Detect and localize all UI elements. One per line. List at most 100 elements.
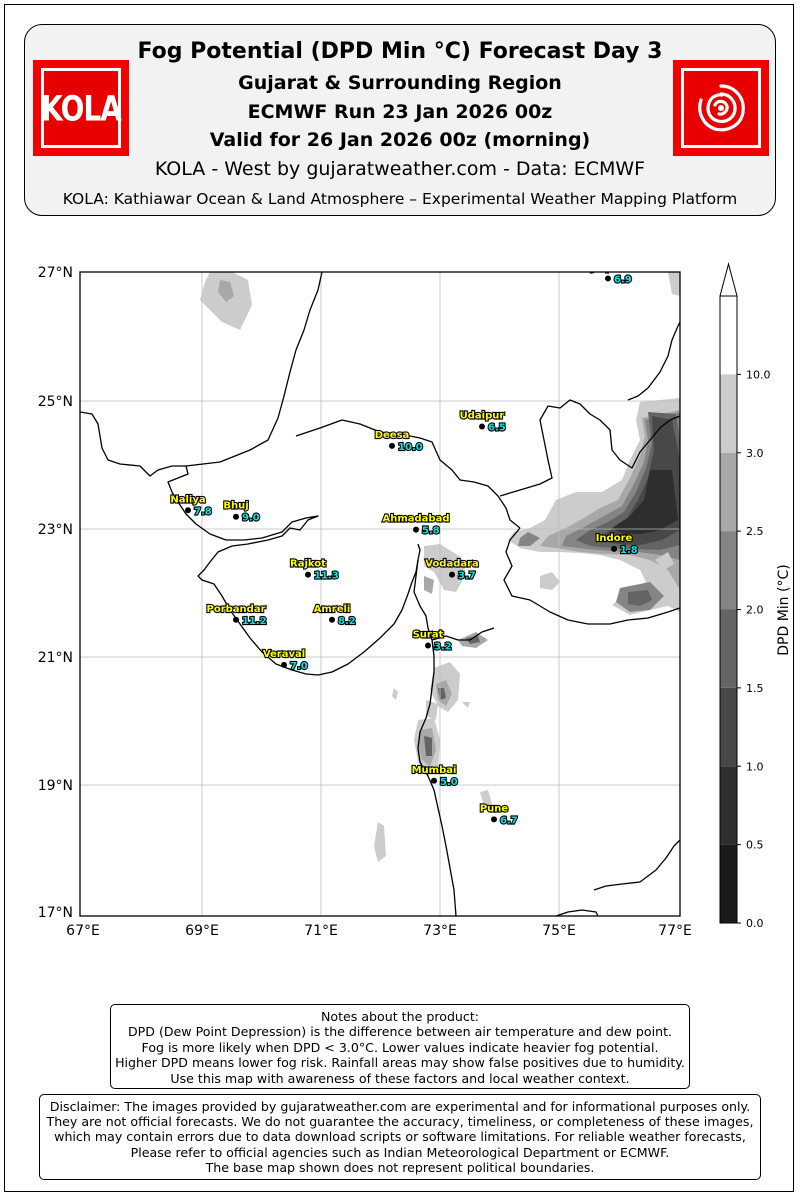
city-name: Porbandar: [207, 604, 266, 615]
colorbar-tick-label: 1.5: [746, 682, 764, 695]
city-value: 3.2: [434, 642, 452, 653]
lat-tick-labels: 27°N 25°N 23°N 21°N 19°N 17°N: [38, 265, 73, 921]
map-plot-area: [80, 272, 680, 916]
lon-tick-label: 67°E: [66, 923, 100, 939]
city-value: 6.7: [500, 815, 518, 826]
colorbar-tick-label: 1.0: [746, 760, 764, 773]
lat-tick-label: 25°N: [38, 394, 73, 410]
valid-time: Valid for 26 Jan 2026 00z (morning): [209, 129, 591, 151]
disclaimer-line: Disclaimer: The images provided by gujar…: [49, 1099, 751, 1114]
kola-logo: KOLA: [33, 60, 129, 156]
disclaimer-box: Disclaimer: The images provided by gujar…: [39, 1094, 761, 1180]
disclaimer-line: The base map shown does not represent po…: [205, 1159, 595, 1175]
city-value: 5.8: [422, 526, 440, 537]
city-dot: [233, 616, 239, 623]
city-name: Rajkot: [290, 559, 326, 570]
city-dot: [425, 642, 431, 649]
lon-tick-label: 73°E: [423, 923, 457, 939]
city-value: 7.8: [194, 506, 212, 517]
city-name: Indore: [596, 533, 633, 544]
colorbar-tick-label: 2.5: [746, 525, 764, 538]
map-figure: Jaipur6.9Udaipur6.5Deesa10.0Naliya7.8Bhu…: [38, 262, 792, 939]
city-dot: [281, 661, 287, 668]
city-name: Bhuj: [223, 501, 248, 512]
city-name: Naliya: [170, 494, 205, 505]
city-dot: [329, 616, 335, 623]
colorbar-segment: [720, 766, 737, 845]
colorbar-segment: [720, 452, 737, 532]
city-name: Veraval: [263, 649, 305, 660]
city-value: 3.7: [458, 571, 476, 582]
lon-tick-label: 75°E: [542, 923, 576, 939]
city-name: Deesa: [375, 430, 410, 441]
disclaimer-line: Please refer to official agencies such a…: [130, 1144, 670, 1160]
city-dot: [413, 526, 419, 533]
swirl-logo-frame: [681, 68, 761, 148]
notes-line: DPD (Dew Point Depression) is the differ…: [127, 1024, 673, 1040]
lon-tick-label: 77°E: [658, 923, 692, 939]
city-dot: [611, 545, 617, 552]
city-name: Surat: [413, 630, 444, 641]
city-dot: [431, 777, 437, 784]
lat-tick-label: 23°N: [38, 522, 73, 538]
colorbar-extend-arrow: [719, 262, 738, 297]
city-value: 7.0: [290, 661, 308, 672]
lat-tick-label: 21°N: [38, 650, 73, 666]
city-value: 6.5: [488, 423, 506, 434]
city-dot: [479, 423, 485, 430]
city-value: 6.9: [614, 274, 632, 285]
city-value: 1.8: [620, 545, 638, 556]
colorbar-label: DPD Min (°C): [776, 564, 792, 655]
city-dot: [491, 816, 497, 823]
swirl-icon: [698, 84, 745, 132]
disclaimer-line: They are not official forecasts. We do n…: [46, 1114, 754, 1130]
notes-line: Use this map with awareness of these fac…: [170, 1070, 630, 1086]
city-dot: [449, 571, 455, 578]
platform-line: KOLA: Kathiawar Ocean & Land Atmosphere …: [62, 190, 738, 208]
city-value: 5.0: [440, 777, 458, 788]
colorbar-segment: [720, 296, 737, 375]
lat-tick-label: 19°N: [38, 778, 73, 794]
colorbar-tick-label: 10.0: [746, 368, 771, 381]
colorbar-segment: [720, 844, 737, 923]
run-info: ECMWF Run 23 Jan 2026 00z: [247, 101, 553, 123]
city-name: Jaipur: [590, 262, 624, 273]
city-dot: [233, 513, 239, 520]
city-dot: [305, 571, 311, 578]
region-subtitle: Gujarat & Surrounding Region: [238, 72, 562, 94]
colorbar-segment: [720, 531, 737, 610]
lon-tick-label: 69°E: [185, 923, 219, 939]
fog-contours: [200, 272, 680, 862]
city-dot: [605, 275, 611, 282]
colorbar: 0.0 0.5 1.0 1.5 2.0 2.5 3.0 10.0: [719, 262, 771, 930]
map-coastlines: [80, 272, 680, 916]
city-value: 11.2: [242, 616, 267, 627]
lat-tick-label: 17°N: [38, 905, 73, 921]
page-title: Fog Potential (DPD Min °C) Forecast Day …: [137, 39, 663, 64]
lat-tick-label: 27°N: [38, 265, 73, 281]
city-dot: [389, 442, 395, 449]
colorbar-tick-label: 0.5: [746, 839, 764, 852]
source-line: KOLA - West by gujaratweather.com - Data…: [154, 158, 646, 180]
notes-box: Notes about the product: DPD (Dew Point …: [110, 1004, 690, 1089]
lon-tick-labels: 67°E 69°E 71°E 73°E 75°E 77°E: [66, 923, 692, 939]
city-value: 9.0: [242, 513, 260, 524]
city-value: 8.2: [338, 616, 356, 627]
city-value: 11.3: [314, 571, 339, 582]
colorbar-segment: [720, 374, 737, 453]
colorbar-segment: [720, 687, 737, 767]
kola-logo-text: KOLA: [41, 87, 122, 129]
